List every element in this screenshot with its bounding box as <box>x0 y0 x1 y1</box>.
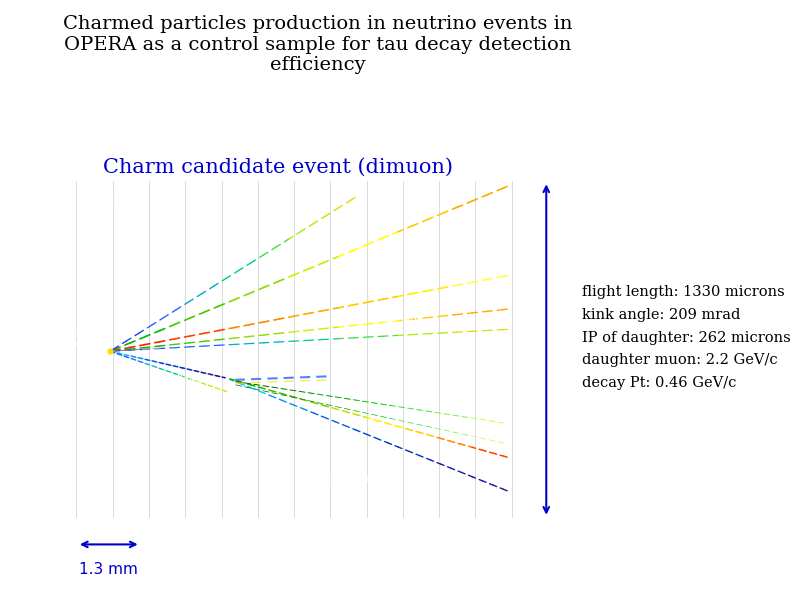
Text: IP of daughter: 262 microns: IP of daughter: 262 microns <box>582 331 791 345</box>
Text: Charmed particles production in neutrino events in
OPERA as a control sample for: Charmed particles production in neutrino… <box>63 15 572 74</box>
Text: decay Pt: 0.46 GeV/c: decay Pt: 0.46 GeV/c <box>582 376 736 390</box>
Text: daughter muon: 2.2 GeV/c: daughter muon: 2.2 GeV/c <box>582 353 777 367</box>
Text: x-view: x-view <box>79 196 115 206</box>
Text: flight length: 1330 microns: flight length: 1330 microns <box>582 286 784 299</box>
Text: daughter muon: daughter muon <box>323 474 404 484</box>
Text: kink: kink <box>179 375 202 385</box>
Text: 1.3 mm: 1.3 mm <box>79 562 138 577</box>
Text: Charm candidate event (dimuon): Charm candidate event (dimuon) <box>103 158 453 177</box>
Text: 1ry
vertex: 1ry vertex <box>70 327 103 349</box>
Text: kink angle: 209 mrad: kink angle: 209 mrad <box>582 308 740 322</box>
Text: 1ry muon: 1ry muon <box>372 313 422 323</box>
